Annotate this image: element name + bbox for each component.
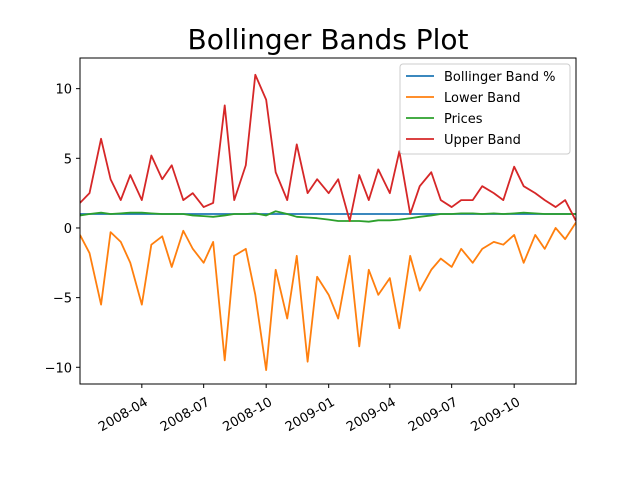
y-tick-label: −10 [45, 361, 72, 376]
plot-marks [80, 73, 576, 371]
y-tick-label: 10 [55, 83, 72, 98]
series-line-lower-band [80, 221, 576, 371]
legend-label: Prices [444, 112, 483, 127]
legend-label: Upper Band [444, 133, 521, 148]
legend-label: Lower Band [444, 91, 520, 106]
chart-title: Bollinger Bands Plot [188, 23, 469, 56]
y-tick-label: 5 [64, 152, 72, 167]
legend-box [399, 63, 571, 155]
legend: Bollinger Band % Lower Band Prices Upper Ba… [399, 63, 571, 155]
y-tick-label: −5 [53, 292, 72, 307]
series-line-upper-band [80, 73, 576, 222]
legend-label: Bollinger Band % [444, 70, 556, 85]
y-tick-label: 0 [64, 222, 72, 237]
series-line-prices [80, 210, 576, 223]
axes-frame [79, 57, 577, 385]
